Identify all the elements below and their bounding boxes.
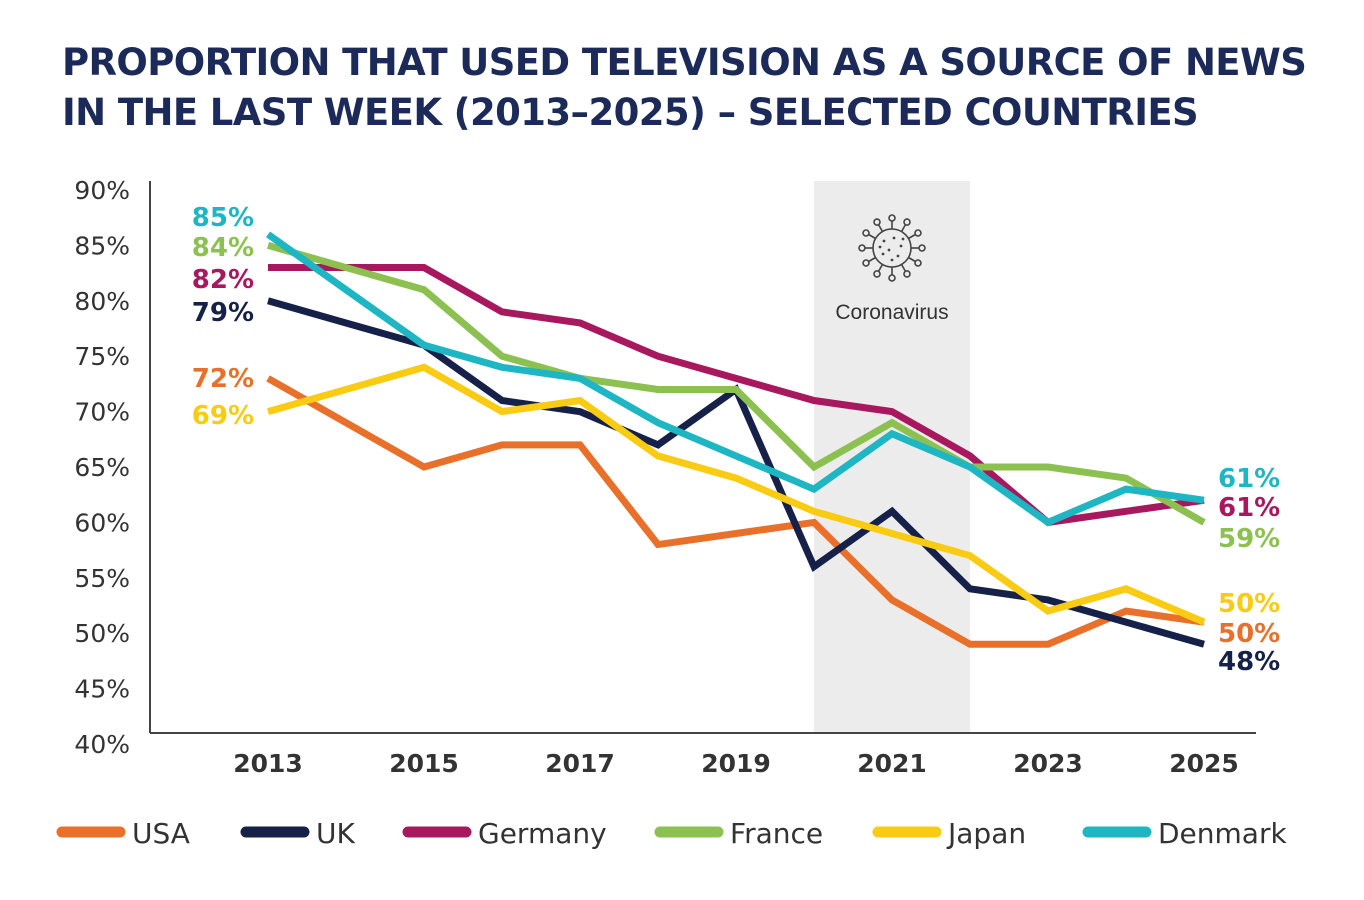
virus-icon-dot: [878, 245, 882, 249]
legend-label-usa: USA: [132, 817, 190, 850]
y-tick-label: 50%: [74, 619, 130, 648]
y-tick-label: 80%: [74, 287, 130, 316]
chart-title: PROPORTION THAT USED TELEVISION AS A SOU…: [62, 38, 1322, 138]
legend-label-denmark: Denmark: [1158, 817, 1287, 850]
y-tick-label: 70%: [74, 398, 130, 427]
x-tick-label: 2025: [1169, 749, 1239, 778]
end-label-uk: 48%: [1218, 647, 1280, 677]
legend-label-uk: UK: [316, 817, 355, 850]
virus-icon-knob: [873, 270, 881, 278]
y-tick-label: 45%: [74, 675, 130, 704]
x-tick-label: 2023: [1013, 749, 1083, 778]
virus-icon-knob: [918, 244, 926, 252]
series-line-denmark: [265, 231, 1205, 527]
virus-icon-spike: [900, 224, 907, 232]
start-label-germany: 82%: [192, 265, 254, 295]
virus-icon-dot: [899, 244, 903, 248]
x-tick-label: 2013: [233, 749, 303, 778]
virus-icon-knob: [914, 229, 922, 237]
virus-icon-knob: [903, 270, 911, 278]
virus-icon-knob: [888, 214, 896, 222]
virus-icon-knob: [862, 229, 870, 237]
legend-label-germany: Germany: [478, 817, 607, 850]
virus-icon-spike: [908, 256, 916, 263]
axes: 90% 85% 80% 75% 70% 65% 60% 55% 50% 45% 40% 2013 201…: [74, 176, 1256, 778]
y-tick-label: 65%: [74, 453, 130, 482]
end-label-germany: 61%: [1218, 493, 1280, 523]
x-tick-label: 2021: [857, 749, 927, 778]
legend-label-japan: Japan: [946, 817, 1026, 850]
end-label-denmark: 61%: [1218, 464, 1280, 494]
series-line-japan: [267, 363, 1206, 626]
legend: USA UK Germany France Japan Denmark: [56, 817, 1287, 850]
series-line-usa: [266, 375, 1205, 648]
start-label-uk: 79%: [192, 298, 254, 328]
x-tick-label: 2019: [701, 749, 771, 778]
virus-icon-dot: [896, 254, 900, 258]
virus-icon-knob: [914, 259, 922, 267]
virus-icon-spike: [868, 256, 876, 263]
virus-icon-spike: [868, 233, 876, 240]
y-tick-label: 75%: [74, 342, 130, 371]
virus-icon-knob: [858, 244, 866, 252]
virus-icon-dot: [881, 252, 885, 256]
start-label-japan: 69%: [192, 401, 254, 431]
virus-icon-dot: [890, 258, 894, 262]
virus-icon-dot: [901, 237, 905, 241]
coronavirus-label: Coronavirus: [835, 301, 948, 324]
virus-icon-knob: [903, 218, 911, 226]
virus-icon-knob: [862, 259, 870, 267]
legend-label-france: France: [730, 817, 823, 850]
virus-icon-spike: [908, 233, 916, 240]
y-tick-label: 40%: [74, 730, 130, 759]
virus-icon-knob: [888, 274, 896, 282]
virus-icon-dot: [892, 236, 896, 240]
chart-title-line-2: IN THE LAST WEEK (2013–2025) – SELECTED …: [62, 91, 1199, 134]
y-tick-label: 90%: [74, 176, 130, 205]
series-labels: 72% 50% 79% 48% 82% 61% 84% 59% 69% 50% 85% 61%: [192, 203, 1280, 677]
virus-icon-spike: [877, 264, 884, 272]
end-label-usa: 50%: [1218, 619, 1280, 649]
virus-icon-spike: [877, 224, 884, 232]
start-label-denmark: 85%: [192, 203, 254, 233]
start-label-france: 84%: [192, 233, 254, 263]
virus-icon-dot: [882, 239, 886, 243]
start-label-usa: 72%: [192, 364, 254, 394]
virus-icon-spike: [900, 264, 907, 272]
y-tick-label: 55%: [74, 564, 130, 593]
y-tick-label: 60%: [74, 508, 130, 537]
series-line-france: [267, 242, 1206, 526]
chart-title-line-1: PROPORTION THAT USED TELEVISION AS A SOU…: [62, 41, 1307, 84]
y-tick-label: 85%: [74, 231, 130, 260]
virus-icon-knob: [873, 218, 881, 226]
virus-icon: [858, 214, 926, 282]
series-lines: [265, 231, 1206, 648]
x-tick-label: 2015: [389, 749, 459, 778]
end-label-france: 59%: [1218, 524, 1280, 554]
end-label-japan: 50%: [1218, 589, 1280, 619]
virus-icon-dot: [887, 248, 891, 252]
x-tick-label: 2017: [545, 749, 615, 778]
